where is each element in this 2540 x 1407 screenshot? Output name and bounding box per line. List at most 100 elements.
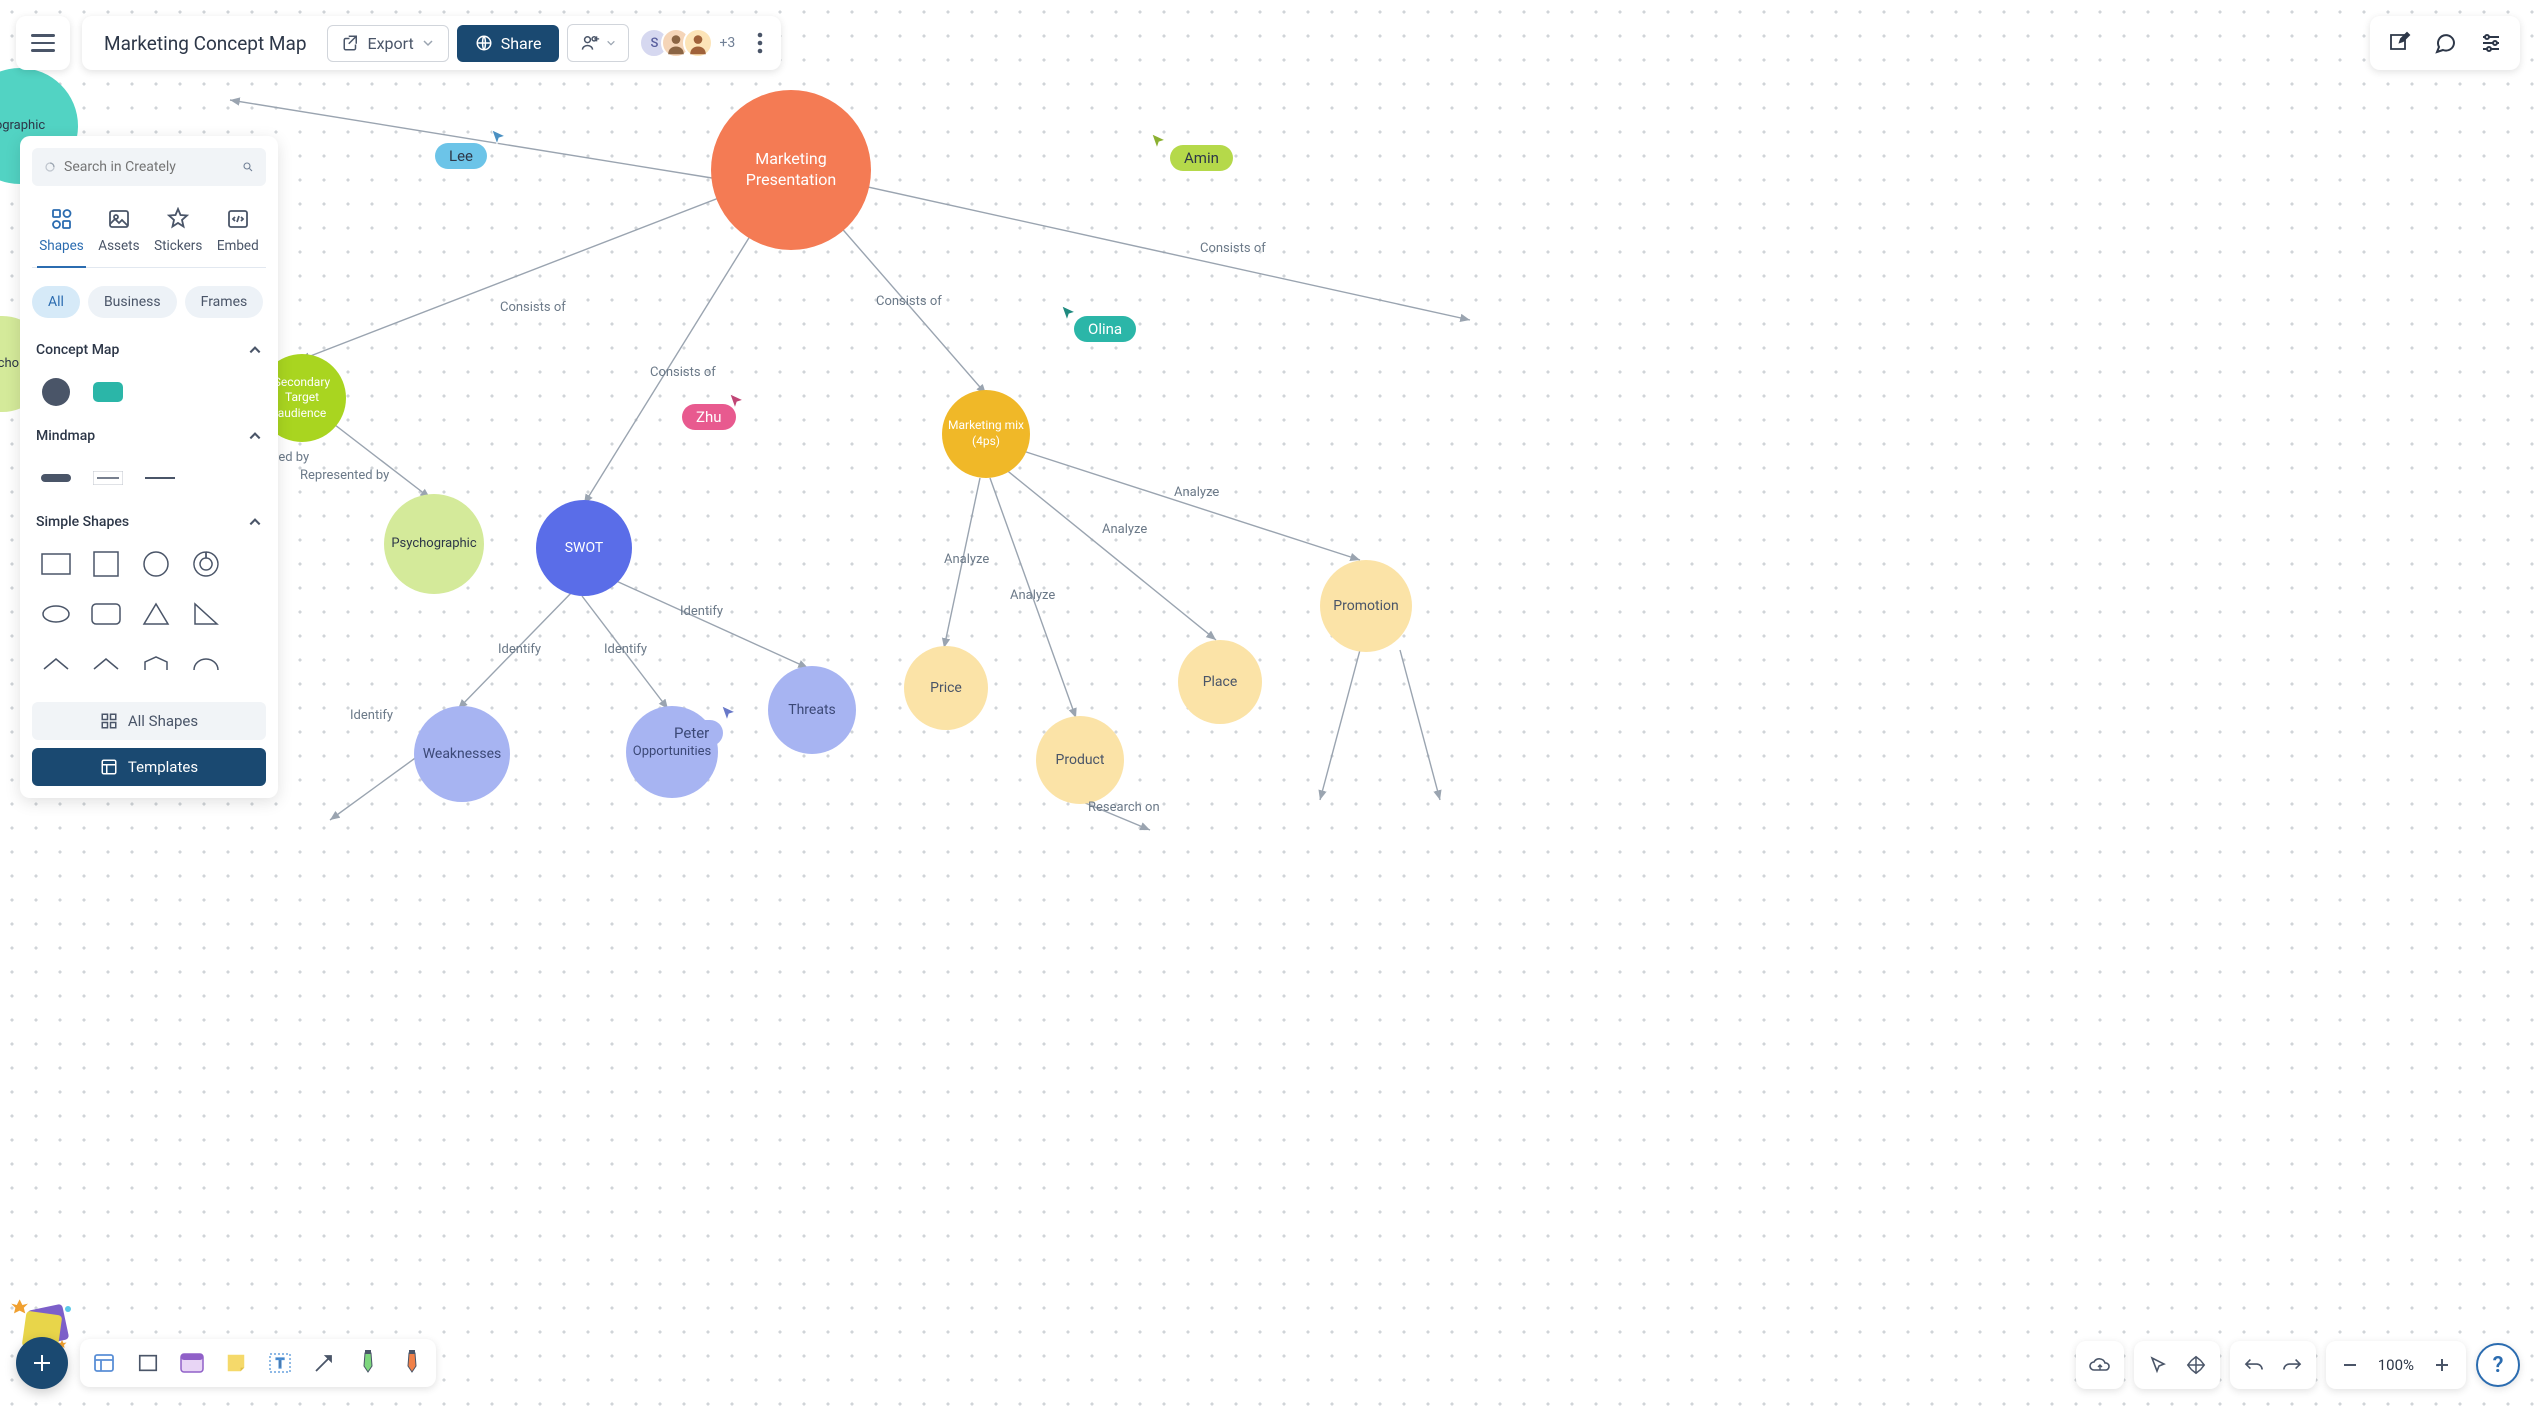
concept-node[interactable]: Promotion [1320,560,1412,652]
pan-tool[interactable] [2182,1351,2210,1379]
shape-line-boxed[interactable] [92,462,124,494]
concept-node[interactable]: Weaknesses [414,706,510,802]
help-button[interactable]: ? [2476,1343,2520,1387]
shape-triangle[interactable] [140,598,172,630]
concept-node[interactable]: Price [904,646,988,730]
shape-rectangle[interactable] [40,548,72,580]
shape-arch[interactable] [190,648,222,680]
collaborator-cursor-pointer [720,704,738,722]
shape-line[interactable] [144,462,176,494]
tab-stickers[interactable]: Stickers [152,202,204,267]
tab-label: Assets [98,238,139,254]
comment-button[interactable] [2424,22,2466,64]
concept-node[interactable]: Threats [768,666,856,754]
canvas[interactable]: Marketing PresentationographicsychoSecon… [0,0,2540,1407]
all-shapes-button[interactable]: All Shapes [32,702,266,740]
settings-button[interactable] [2470,22,2512,64]
undo-button[interactable] [2240,1351,2268,1379]
edge-label: Represented by [300,468,389,483]
chevron-up-icon [248,515,262,529]
tab-shapes[interactable]: Shapes [37,202,86,268]
edit-button[interactable] [2378,22,2420,64]
edit-icon [2387,31,2411,55]
avatar[interactable] [683,28,713,58]
concept-node[interactable]: Marketing Presentation [711,90,871,250]
collaborator-cursor-tag: Lee [435,143,487,169]
concept-node[interactable]: Marketing mix (4ps) [942,390,1030,478]
mindmap-shapes [32,458,266,508]
edge-label: Consists of [1200,241,1266,256]
shape-ellipse[interactable] [40,598,72,630]
shape-circle-dark[interactable] [40,376,72,408]
shape-caret[interactable] [40,648,72,680]
invite-button[interactable] [567,24,629,62]
search-input[interactable] [64,159,242,175]
collaborator-cursor-pointer [728,392,746,410]
shape-rounded-rect-teal[interactable] [92,376,124,408]
pointer-tool[interactable] [2144,1351,2172,1379]
tool-marker[interactable] [396,1347,428,1379]
edge-label: Analyze [1010,588,1055,603]
section-simple-shapes[interactable]: Simple Shapes [32,508,266,536]
share-button[interactable]: Share [457,25,560,62]
section-mindmap[interactable]: Mindmap [32,422,266,450]
sidebar-tabs: Shapes Assets Stickers Embed [32,202,266,268]
concept-node[interactable]: Product [1036,716,1124,804]
section-title: Concept Map [36,342,119,358]
add-button[interactable] [16,1337,68,1389]
edges-layer [0,0,2540,1407]
collaborator-avatars[interactable]: S +3 [639,28,735,58]
section-concept-map[interactable]: Concept Map [32,336,266,364]
cloud-sync-icon[interactable] [2086,1351,2114,1379]
tab-label: Embed [217,238,259,254]
shape-pill[interactable] [40,462,72,494]
tool-text[interactable]: T [264,1347,296,1379]
edge-label: Identify [604,642,647,657]
edge-label: Analyze [1102,522,1147,537]
document-title[interactable]: Marketing Concept Map [92,32,319,55]
zoom-level[interactable]: 100% [2374,1356,2418,1374]
shape-chevron[interactable] [90,648,122,680]
export-label: Export [368,34,414,53]
filter-all[interactable]: All [32,286,80,318]
search-box[interactable] [32,148,266,186]
export-button[interactable]: Export [327,25,449,62]
tool-highlighter[interactable] [352,1347,384,1379]
shape-circle[interactable] [140,548,172,580]
simple-shapes-grid [32,544,266,694]
tool-sticky-note[interactable] [220,1347,252,1379]
concept-node[interactable]: SWOT [536,500,632,596]
share-label: Share [501,34,542,53]
filter-business[interactable]: Business [88,286,177,318]
templates-button[interactable]: Templates [32,748,266,786]
zoom-out-button[interactable] [2336,1351,2364,1379]
tab-embed[interactable]: Embed [215,202,261,267]
collaborator-cursor-pointer [1060,304,1078,322]
shape-pentagon[interactable] [140,648,172,680]
menu-button[interactable] [16,16,70,70]
shape-donut[interactable] [190,548,222,580]
search-icon [242,158,254,176]
tool-rectangle[interactable] [132,1347,164,1379]
zoom-controls: 100% [2326,1341,2466,1389]
top-right-controls [2370,16,2520,70]
zoom-in-button[interactable] [2428,1351,2456,1379]
more-options-button[interactable] [749,24,771,62]
history-controls [2230,1341,2316,1389]
filter-frames[interactable]: Frames [185,286,264,318]
shape-rounded-rect[interactable] [90,598,122,630]
avatar-count[interactable]: +3 [719,35,735,51]
edge-label: Consists of [876,294,942,309]
concept-node[interactable]: Psychographic [384,494,484,594]
redo-button[interactable] [2278,1351,2306,1379]
shape-square[interactable] [90,548,122,580]
shape-right-triangle[interactable] [190,598,222,630]
tool-frame[interactable] [88,1347,120,1379]
view-controls [2134,1341,2220,1389]
kebab-icon [757,32,763,54]
concept-node[interactable]: Place [1178,640,1262,724]
assets-icon [106,206,132,232]
tool-card[interactable] [176,1347,208,1379]
tool-arrow[interactable] [308,1347,340,1379]
tab-assets[interactable]: Assets [96,202,141,267]
